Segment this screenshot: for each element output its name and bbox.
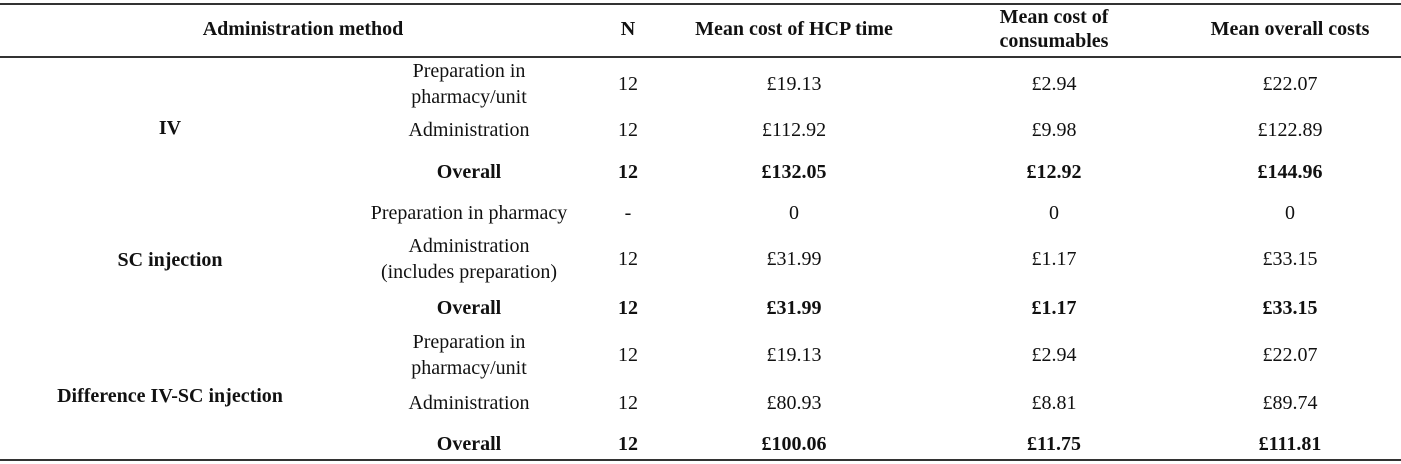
cell-overall: £144.96: [1257, 161, 1323, 183]
group-label-iv: IV: [158, 117, 182, 139]
cell-overall: £22.07: [1262, 344, 1318, 366]
cell-consumables: £12.92: [1026, 161, 1082, 183]
cell-overall: £33.15: [1262, 297, 1318, 319]
cell-hcp: £31.99: [766, 297, 822, 319]
table-bottom-rule: [0, 459, 1401, 461]
cell-n: 12: [618, 433, 638, 455]
row-label: Preparation in pharmacy: [370, 202, 568, 224]
cell-hcp: £132.05: [761, 161, 827, 183]
group-label-difference: Difference IV-SC injection: [57, 385, 283, 407]
cell-hcp: £19.13: [766, 73, 822, 95]
cell-consumables: £1.17: [1031, 297, 1077, 319]
cell-overall: £122.89: [1257, 119, 1323, 141]
cell-consumables: £11.75: [1027, 433, 1081, 455]
cell-hcp: £100.06: [761, 433, 827, 455]
row-label-overall: Overall: [436, 161, 502, 183]
cell-overall: 0: [1285, 202, 1295, 224]
cell-consumables: 0: [1049, 202, 1059, 224]
row-label-line2: (includes preparation): [380, 261, 558, 283]
header-consumables-line2: consumables: [999, 30, 1109, 52]
row-label: Administration: [408, 119, 530, 141]
cell-n: 12: [618, 248, 638, 270]
cell-overall: £111.81: [1258, 433, 1322, 455]
row-label: Preparation in: [412, 60, 526, 82]
row-label-overall: Overall: [436, 297, 502, 319]
cell-consumables: £2.94: [1031, 73, 1077, 95]
cell-hcp: £80.93: [766, 392, 822, 414]
group-label-sc-injection: SC injection: [117, 249, 223, 271]
row-label: Administration: [408, 392, 530, 414]
header-consumables-line1: Mean cost of: [999, 6, 1109, 28]
cell-overall: £89.74: [1262, 392, 1318, 414]
row-label-line2: pharmacy/unit: [411, 86, 527, 108]
cell-consumables: £9.98: [1031, 119, 1077, 141]
cell-hcp: £31.99: [766, 248, 822, 270]
cell-n: 12: [618, 344, 638, 366]
row-label: Administration: [408, 235, 530, 257]
cell-n: -: [624, 202, 632, 224]
header-administration-method: Administration method: [202, 18, 404, 40]
cell-n: 12: [618, 297, 638, 319]
cell-consumables: £1.17: [1031, 248, 1077, 270]
cell-n: 12: [618, 73, 638, 95]
header-bottom-rule: [0, 56, 1401, 58]
cell-overall: £33.15: [1262, 248, 1318, 270]
cell-n: 12: [618, 392, 638, 414]
cell-n: 12: [618, 161, 638, 183]
cell-n: 12: [618, 119, 638, 141]
cell-hcp: 0: [789, 202, 799, 224]
cell-overall: £22.07: [1262, 73, 1318, 95]
cell-hcp: £112.92: [761, 119, 827, 141]
header-overall-costs: Mean overall costs: [1210, 18, 1370, 40]
header-hcp-time: Mean cost of HCP time: [695, 18, 893, 40]
cell-hcp: £19.13: [766, 344, 822, 366]
row-label-overall: Overall: [436, 433, 502, 455]
row-label: Preparation in: [412, 331, 526, 353]
row-label-line2: pharmacy/unit: [411, 357, 527, 379]
cell-consumables: £8.81: [1031, 392, 1077, 414]
cell-consumables: £2.94: [1031, 344, 1077, 366]
table-top-rule: [0, 3, 1401, 5]
header-n: N: [620, 18, 636, 40]
